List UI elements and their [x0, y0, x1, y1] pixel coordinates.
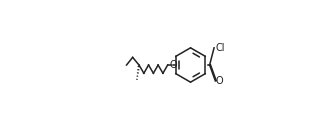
Text: O: O: [216, 76, 223, 86]
Text: Cl: Cl: [216, 43, 225, 53]
Text: O: O: [169, 60, 177, 70]
